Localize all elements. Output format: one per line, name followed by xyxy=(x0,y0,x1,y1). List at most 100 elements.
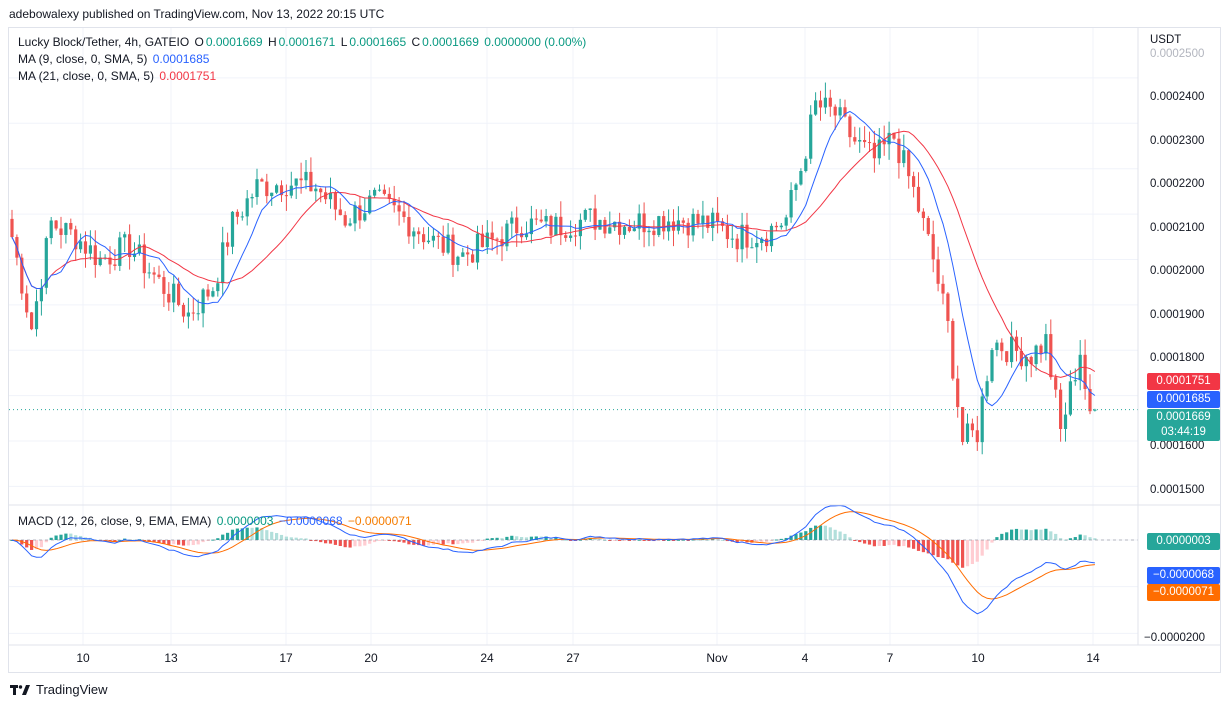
candle-body xyxy=(279,185,284,196)
candle-body xyxy=(711,212,715,228)
candle-body xyxy=(701,215,705,224)
candle-body xyxy=(657,216,661,236)
candle-body xyxy=(461,252,465,257)
candle-body xyxy=(147,272,151,274)
macd-histogram-bar xyxy=(49,537,53,540)
candle-body xyxy=(681,220,685,223)
tradingview-brand: TradingView xyxy=(36,682,108,697)
candle-body xyxy=(980,396,984,443)
tradingview-footer[interactable]: TradingView xyxy=(10,682,108,697)
macd-histogram-bar xyxy=(912,540,916,549)
high-label: H xyxy=(267,35,277,49)
low-label: L xyxy=(340,35,348,49)
candle-body xyxy=(162,277,166,294)
candle-body xyxy=(823,97,827,108)
candle-body xyxy=(284,195,288,197)
macd-histogram-bar xyxy=(44,540,48,543)
candle-body xyxy=(137,244,141,254)
candle-body xyxy=(985,381,989,397)
candle-body xyxy=(622,226,627,235)
candle-body xyxy=(1010,336,1014,363)
candle-body xyxy=(887,132,891,145)
candle-body xyxy=(490,232,494,239)
time-tick: 14 xyxy=(1086,651,1100,665)
candle-body xyxy=(377,189,382,191)
candle-body xyxy=(902,150,906,164)
candle-body xyxy=(686,222,690,236)
candle-body xyxy=(64,223,68,235)
macd-histogram-bar xyxy=(510,535,514,540)
macd-histogram-bar xyxy=(529,536,533,540)
candle-body xyxy=(843,107,847,117)
candle-body xyxy=(892,132,896,139)
macd-histogram-bar xyxy=(593,538,597,540)
time-tick: 20 xyxy=(364,651,378,665)
macd-histogram-bar xyxy=(902,540,906,547)
macd-histogram-bar xyxy=(485,538,489,540)
candle-body xyxy=(436,235,440,237)
candle-body xyxy=(608,227,612,234)
macd-histogram-bar xyxy=(995,537,999,540)
macd-histogram-bar xyxy=(867,540,872,545)
time-tick: 7 xyxy=(886,651,894,665)
macd-histogram-bar xyxy=(177,540,181,545)
candle-body xyxy=(1068,381,1072,415)
macd-histogram-bar xyxy=(765,540,769,542)
ma21-label: MA (21, close, 0, SMA, 5) xyxy=(18,69,155,83)
macd-histogram-bar xyxy=(1010,529,1014,540)
price-tick: 0.0001600 xyxy=(1150,440,1205,452)
candle-body xyxy=(333,192,337,210)
macd-histogram-bar xyxy=(613,540,617,541)
candle-body xyxy=(647,230,651,233)
candle-body xyxy=(872,142,876,159)
macd-hist-value: 0.0000003 xyxy=(216,514,274,528)
macd-histogram-bar xyxy=(456,540,460,545)
candle-body xyxy=(642,213,646,233)
macd-histogram-bar xyxy=(54,535,58,540)
price-tick: 0.0002300 xyxy=(1150,135,1205,147)
macd-histogram-bar xyxy=(1039,529,1043,540)
candle-body xyxy=(328,192,333,200)
macd-histogram-bar xyxy=(926,540,930,554)
macd-histogram-bar xyxy=(490,538,494,540)
candle-body xyxy=(426,240,431,243)
macd-histogram-bar xyxy=(422,540,426,546)
macd-histogram-bar xyxy=(1073,537,1077,540)
macd-histogram-bar xyxy=(289,537,293,540)
macd-histogram-bar xyxy=(882,540,886,546)
candle-body xyxy=(10,218,14,238)
ma9-line xyxy=(11,110,1096,407)
candle-body xyxy=(382,189,386,194)
candle-body xyxy=(613,221,617,228)
candle-body xyxy=(157,274,161,278)
candle-body xyxy=(118,237,122,266)
macd-histogram-bar xyxy=(951,540,955,563)
candle-body xyxy=(534,218,538,220)
candle-body xyxy=(495,238,499,240)
macd-histogram-bar xyxy=(172,540,176,545)
macd-histogram-bar xyxy=(534,536,538,540)
open-value: 0.0001669 xyxy=(205,35,263,49)
candle-body xyxy=(603,219,607,234)
candle-body xyxy=(226,242,230,247)
time-tick: 10 xyxy=(76,651,90,665)
macd-histogram-bar xyxy=(1014,528,1019,540)
macd-histogram-bar xyxy=(828,527,832,540)
candle-body xyxy=(79,241,83,250)
candle-body xyxy=(485,232,489,248)
macd-histogram-bar xyxy=(554,537,558,540)
candle-body xyxy=(152,272,156,275)
candle-body xyxy=(88,245,92,254)
macd-histogram-bar xyxy=(319,540,323,543)
ma9-price-badge: 0.0001685 xyxy=(1147,391,1220,408)
candle-body xyxy=(828,97,832,107)
macd-signal-value: −0.0000071 xyxy=(347,514,412,528)
candle-body xyxy=(912,176,916,187)
candle-body xyxy=(921,211,925,219)
macd-histogram-bar xyxy=(221,534,225,540)
candle-body xyxy=(353,205,357,224)
candle-body xyxy=(539,219,543,222)
candle-body xyxy=(632,228,636,232)
candle-body xyxy=(544,216,548,222)
